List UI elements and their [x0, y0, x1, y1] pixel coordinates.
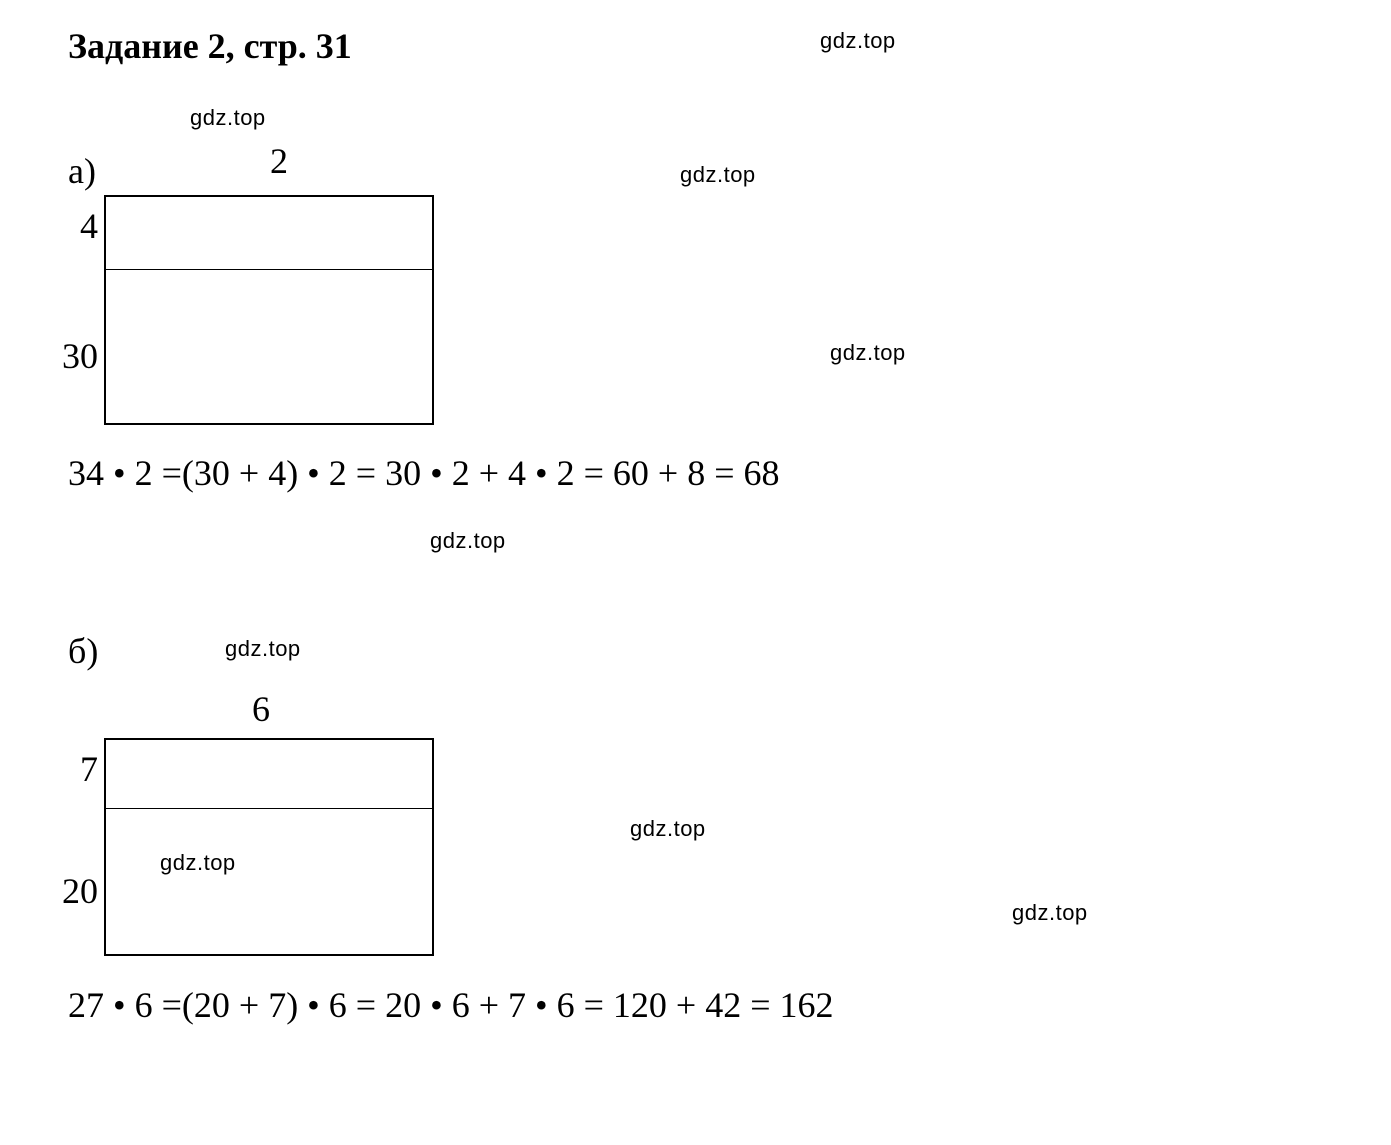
watermark: gdz.top: [430, 528, 506, 554]
watermark: gdz.top: [630, 816, 706, 842]
part-a-label: а): [68, 150, 96, 192]
part-b-top-number: 6: [252, 688, 270, 730]
watermark: gdz.top: [820, 28, 896, 54]
watermark: gdz.top: [160, 850, 236, 876]
part-a-divider: [106, 269, 432, 270]
watermark: gdz.top: [190, 105, 266, 131]
watermark: gdz.top: [1012, 900, 1088, 926]
watermark: gdz.top: [225, 636, 301, 662]
page-title: Задание 2, стр. 31: [68, 25, 352, 67]
watermark: gdz.top: [680, 162, 756, 188]
part-b-label: б): [68, 630, 98, 672]
part-b-equation: 27 • 6 =(20 + 7) • 6 = 20 • 6 + 7 • 6 = …: [68, 984, 834, 1026]
watermark: gdz.top: [830, 340, 906, 366]
part-b-divider: [106, 808, 432, 809]
part-a-left-number-1: 4: [68, 205, 98, 247]
part-a-rectangle: [104, 195, 434, 425]
part-b-left-number-2: 20: [52, 870, 98, 912]
part-a-top-number: 2: [270, 140, 288, 182]
part-a-left-number-2: 30: [52, 335, 98, 377]
part-a-equation: 34 • 2 =(30 + 4) • 2 = 30 • 2 + 4 • 2 = …: [68, 452, 780, 494]
part-b-rectangle: [104, 738, 434, 956]
part-b-left-number-1: 7: [68, 748, 98, 790]
